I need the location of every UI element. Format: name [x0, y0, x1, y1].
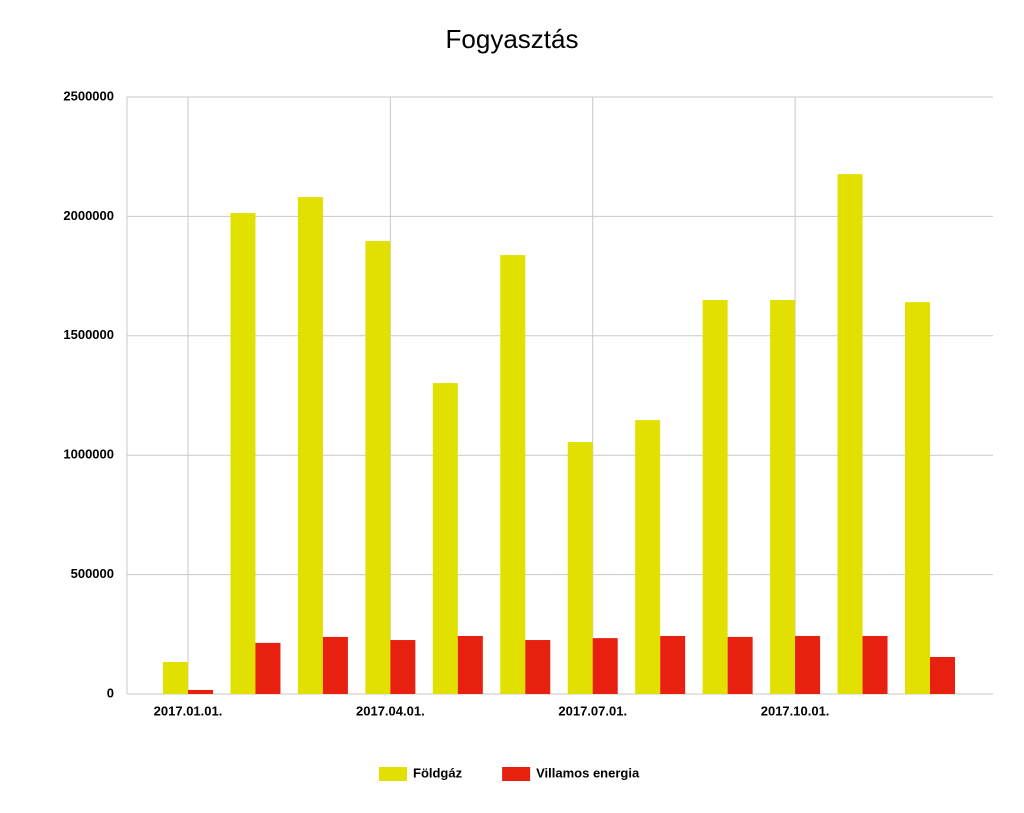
- bar: [255, 642, 281, 694]
- bar: [297, 197, 323, 695]
- y-tick-label: 500000: [71, 566, 114, 581]
- legend-label: Földgáz: [413, 765, 463, 780]
- bar: [660, 635, 686, 694]
- bar: [905, 302, 930, 694]
- bar: [457, 635, 483, 694]
- bar: [702, 299, 728, 694]
- y-tick-label: 0: [107, 685, 114, 700]
- bar: [390, 640, 416, 694]
- bar: [770, 299, 796, 694]
- bar: [525, 640, 551, 694]
- legend-swatch: [379, 767, 407, 781]
- y-tick-label: 2500000: [63, 88, 114, 103]
- bar: [365, 240, 391, 694]
- bar: [188, 689, 213, 694]
- x-tick-label: 2017.07.01.: [558, 703, 627, 718]
- bar: [862, 635, 888, 694]
- bar: [837, 174, 863, 695]
- bar: [930, 656, 955, 694]
- y-tick-label: 1500000: [63, 327, 114, 342]
- y-tick-label: 2000000: [63, 208, 114, 223]
- x-tick-label: 2017.04.01.: [356, 703, 425, 718]
- bar: [635, 420, 661, 694]
- bar: [500, 255, 526, 694]
- bar: [230, 213, 256, 694]
- bar: [727, 636, 753, 694]
- legend-swatch: [502, 767, 531, 781]
- bar: [592, 638, 618, 694]
- bar: [163, 662, 188, 694]
- chart-title: Fogyasztás: [446, 24, 579, 54]
- bar: [322, 636, 348, 694]
- y-tick-label: 1000000: [63, 447, 114, 462]
- x-tick-label: 2017.01.01.: [154, 703, 223, 718]
- bar: [795, 635, 821, 694]
- legend-label: Villamos energia: [536, 765, 640, 780]
- bar: [567, 442, 593, 694]
- bar: [432, 383, 458, 694]
- x-tick-label: 2017.10.01.: [761, 703, 830, 718]
